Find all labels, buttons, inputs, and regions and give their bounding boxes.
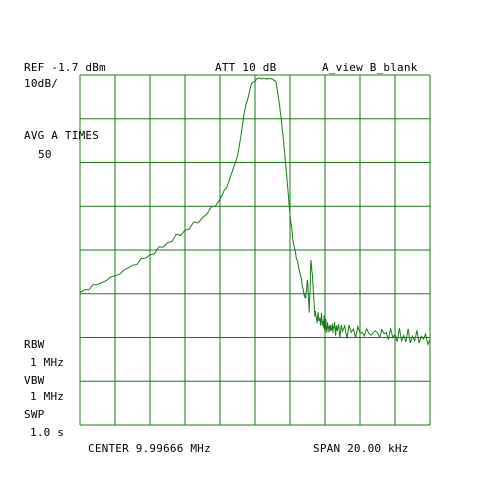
trace-mode-label: A_view B_blank: [322, 61, 418, 74]
reference-level-label: REF -1.7 dBm: [24, 61, 106, 74]
rbw-label: RBW: [24, 338, 45, 351]
sweep-value: 1.0 s: [30, 426, 65, 439]
spectrum-trace: [79, 77, 431, 346]
rbw-value: 1 MHz: [30, 356, 65, 369]
average-label: AVG A TIMES: [24, 129, 100, 142]
vbw-value: 1 MHz: [30, 390, 65, 403]
span-label: SPAN 20.00 kHz: [313, 442, 409, 455]
vbw-label: VBW: [24, 374, 45, 387]
graticule-grid: [79, 74, 431, 426]
sweep-label: SWP: [24, 408, 45, 421]
average-value: 50: [38, 148, 52, 161]
center-frequency-label: CENTER 9.99666 MHz: [88, 442, 211, 455]
attenuation-label: ATT 10 dB: [215, 61, 277, 74]
scale-label: 10dB/: [24, 77, 59, 90]
